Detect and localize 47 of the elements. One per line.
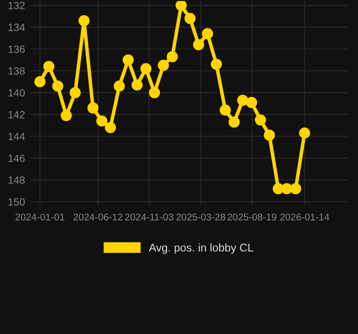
point xyxy=(114,80,125,92)
point xyxy=(52,80,64,92)
point xyxy=(193,39,204,50)
point xyxy=(34,76,46,88)
point xyxy=(237,94,248,106)
y-tick-label: 150 xyxy=(8,198,25,206)
legend-label: Avg. pos. in lobby CL xyxy=(148,243,254,254)
point xyxy=(220,104,231,116)
x-tick-label: 2024-01-01 xyxy=(16,214,64,220)
point xyxy=(122,54,134,66)
point xyxy=(290,183,302,194)
y-tick-label: 148 xyxy=(8,176,25,184)
point xyxy=(264,130,275,141)
x-tick-label: 2024-06-12 xyxy=(74,214,122,220)
point xyxy=(299,127,310,139)
x-tick-label: 2025-08-19 xyxy=(228,214,276,220)
point xyxy=(78,15,90,26)
x-tick-label: 2024-11-03 xyxy=(125,214,174,220)
point xyxy=(176,1,187,11)
y-tick-label: 144 xyxy=(8,132,25,140)
point xyxy=(281,183,292,194)
point xyxy=(96,115,108,127)
point xyxy=(210,58,222,70)
point xyxy=(202,28,214,40)
point xyxy=(158,60,169,71)
point xyxy=(246,96,258,108)
point xyxy=(132,79,143,91)
y-tick-label: 140 xyxy=(8,89,25,97)
y-tick-label: 146 xyxy=(8,154,25,162)
point xyxy=(70,87,81,98)
x-tick-label: 2025-03-28 xyxy=(176,214,226,220)
point xyxy=(87,102,99,114)
y-tick-label: 132 xyxy=(8,2,25,10)
point xyxy=(254,114,266,126)
point xyxy=(166,51,178,62)
point xyxy=(148,87,160,98)
y-tick-label: 138 xyxy=(8,67,25,75)
x-tick-label: 2026-01-14 xyxy=(280,214,330,220)
point xyxy=(43,60,54,72)
y-tick-label: 136 xyxy=(8,46,25,53)
point xyxy=(104,122,116,134)
point xyxy=(60,110,72,122)
y-tick-label: 134 xyxy=(8,24,25,32)
point xyxy=(184,12,196,24)
point xyxy=(140,63,152,74)
y-tick-label: 142 xyxy=(8,110,25,118)
point xyxy=(228,116,240,128)
